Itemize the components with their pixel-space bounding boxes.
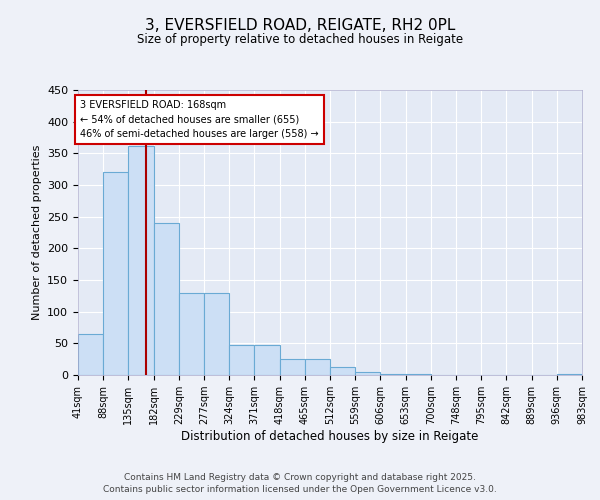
Bar bbox=[128, 146, 154, 375]
Bar bbox=[78, 334, 103, 375]
Text: 3 EVERSFIELD ROAD: 168sqm
← 54% of detached houses are smaller (655)
46% of semi: 3 EVERSFIELD ROAD: 168sqm ← 54% of detac… bbox=[80, 100, 319, 139]
Bar bbox=[280, 359, 305, 375]
Bar bbox=[204, 292, 229, 375]
Bar bbox=[103, 172, 128, 375]
Bar bbox=[557, 374, 582, 375]
Bar bbox=[406, 374, 431, 375]
Bar bbox=[254, 344, 280, 375]
Bar bbox=[229, 344, 254, 375]
Text: Contains HM Land Registry data © Crown copyright and database right 2025.: Contains HM Land Registry data © Crown c… bbox=[124, 472, 476, 482]
Bar bbox=[179, 292, 204, 375]
Bar bbox=[355, 372, 380, 375]
Bar bbox=[380, 374, 406, 375]
Bar bbox=[330, 368, 355, 375]
Bar bbox=[154, 223, 179, 375]
X-axis label: Distribution of detached houses by size in Reigate: Distribution of detached houses by size … bbox=[181, 430, 479, 443]
Bar bbox=[305, 359, 330, 375]
Text: 3, EVERSFIELD ROAD, REIGATE, RH2 0PL: 3, EVERSFIELD ROAD, REIGATE, RH2 0PL bbox=[145, 18, 455, 32]
Y-axis label: Number of detached properties: Number of detached properties bbox=[32, 145, 41, 320]
Text: Size of property relative to detached houses in Reigate: Size of property relative to detached ho… bbox=[137, 32, 463, 46]
Text: Contains public sector information licensed under the Open Government Licence v3: Contains public sector information licen… bbox=[103, 485, 497, 494]
